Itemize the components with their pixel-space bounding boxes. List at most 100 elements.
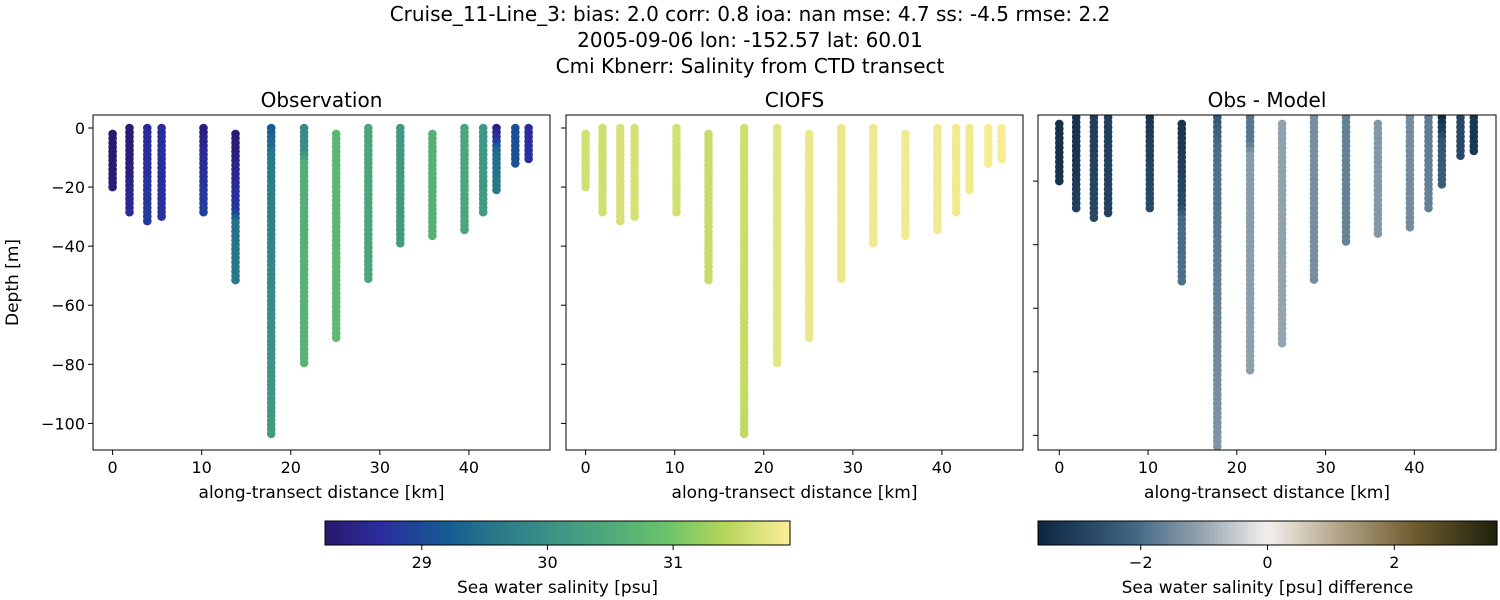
colorbar-segment — [483, 521, 489, 545]
colorbar-segment — [433, 521, 438, 545]
station-profile — [231, 129, 240, 285]
colorbar-segment — [751, 521, 756, 545]
x-tick-label: 0 — [581, 458, 591, 477]
colorbar-segment — [1210, 521, 1215, 545]
x-axis-label: along-transect distance [km] — [1144, 483, 1390, 503]
station-profile — [1089, 115, 1099, 222]
colorbar-2: −2 0 2 Sea water salinity [psu] difference — [1037, 520, 1498, 598]
x-tick-label: 0 — [108, 458, 118, 477]
axes-frame — [92, 114, 551, 451]
station-profile — [396, 123, 405, 248]
colorbar-segment — [356, 521, 361, 545]
y-tick-label: 0 — [75, 119, 85, 138]
colorbar-segment — [367, 521, 373, 545]
colorbar-segment — [534, 521, 539, 545]
axes-frame — [1037, 114, 1497, 451]
x-tick-label: 30 — [843, 458, 863, 477]
colorbar-segment — [588, 521, 593, 545]
colorbar-segment — [1336, 521, 1341, 545]
colorbar-segment — [1248, 521, 1253, 545]
station-profile — [581, 129, 590, 192]
colorbar-segment — [344, 521, 349, 545]
colorbar-segment — [359, 521, 365, 545]
colorbar-segment — [1477, 521, 1483, 545]
station-profile — [672, 123, 681, 217]
colorbar-segment — [638, 521, 644, 545]
colorbar-segment — [712, 521, 717, 545]
colorbar-segment — [514, 521, 520, 545]
colorbar-segment — [1435, 521, 1441, 545]
colorbar-segment — [1416, 521, 1422, 545]
colorbar-segment — [1233, 521, 1238, 545]
colorbar-segment — [394, 521, 400, 545]
colorbar-segment — [437, 521, 442, 545]
colorbar-segment — [1252, 521, 1257, 545]
data-point — [704, 275, 713, 285]
colorbar-segment — [1152, 521, 1158, 545]
colorbar-segment — [468, 521, 473, 545]
colorbar-segment — [1072, 521, 1077, 545]
station-profile — [511, 123, 520, 168]
colorbar-segment — [631, 521, 636, 545]
colorbar-segment — [402, 521, 407, 545]
colorbar-segment — [747, 521, 752, 545]
colorbar-segment — [1409, 521, 1414, 545]
station-profile — [299, 123, 309, 368]
colorbar-segment — [340, 521, 345, 545]
colorbar-segment — [1439, 521, 1445, 545]
colorbar-segment — [1164, 521, 1169, 545]
x-tick-label: 10 — [192, 458, 212, 477]
colorbar-segment — [1386, 521, 1391, 545]
colorbar-segment — [1431, 521, 1437, 545]
colorbar-segment — [1290, 521, 1295, 545]
station-profile — [837, 123, 846, 284]
colorbar-segment — [1393, 521, 1399, 545]
colorbar-segment — [1378, 521, 1383, 545]
colorbar-segment — [460, 521, 466, 545]
colorbar-segment — [410, 521, 415, 545]
panel-1: 0 10 20 30 40 0 −20 −40 −60 −80 −100 Observation alo… — [3, 88, 551, 503]
colorbar-segment — [615, 521, 621, 545]
colorbar-segment — [379, 521, 384, 545]
colorbar-segment — [704, 521, 710, 545]
colorbar-segment — [1324, 521, 1330, 545]
station-profile — [933, 123, 942, 235]
colorbar-segment — [414, 521, 419, 545]
x-tick-label: 10 — [1138, 458, 1158, 477]
colorbar-segment — [662, 521, 667, 545]
colorbar-segment — [1363, 521, 1368, 545]
colorbar-segment — [332, 521, 338, 545]
data-point — [1405, 222, 1415, 232]
colorbar-segment — [681, 521, 686, 545]
data-point — [492, 185, 501, 195]
data-point — [1213, 442, 1222, 450]
y-tick-label: −100 — [41, 414, 85, 433]
colorbar-segment — [542, 521, 547, 545]
station-profile — [1373, 119, 1383, 238]
data-points — [108, 123, 533, 439]
colorbar-segment — [538, 521, 543, 545]
colorbar-segment — [1485, 521, 1490, 545]
colorbar-segment — [1122, 521, 1127, 545]
colorbar-segment — [739, 521, 745, 545]
colorbar-segment — [1309, 521, 1314, 545]
station-profile — [1177, 119, 1187, 286]
colorbar-segment — [755, 521, 760, 545]
station-profile — [108, 129, 117, 192]
station-profile — [478, 123, 488, 217]
colorbar-segment — [1045, 521, 1051, 545]
colorbar-segment — [522, 521, 528, 545]
colorbar-segment — [464, 521, 469, 545]
colorbar-segment — [1355, 521, 1360, 545]
colorbar-tick-label: 31 — [663, 553, 683, 572]
panel-title: Obs - Model — [1208, 88, 1327, 112]
colorbar-segment — [495, 521, 500, 545]
colorbar-segment — [1076, 521, 1081, 545]
panel-3: 0 10 20 30 40 Obs - Model along-transect dista… — [1033, 88, 1497, 503]
colorbar-segment — [596, 521, 601, 545]
colorbar-segment — [1236, 521, 1242, 545]
colorbar-segment — [735, 521, 741, 545]
station-profile — [1071, 115, 1081, 213]
data-point — [1424, 203, 1433, 213]
station-profile — [1424, 115, 1433, 213]
